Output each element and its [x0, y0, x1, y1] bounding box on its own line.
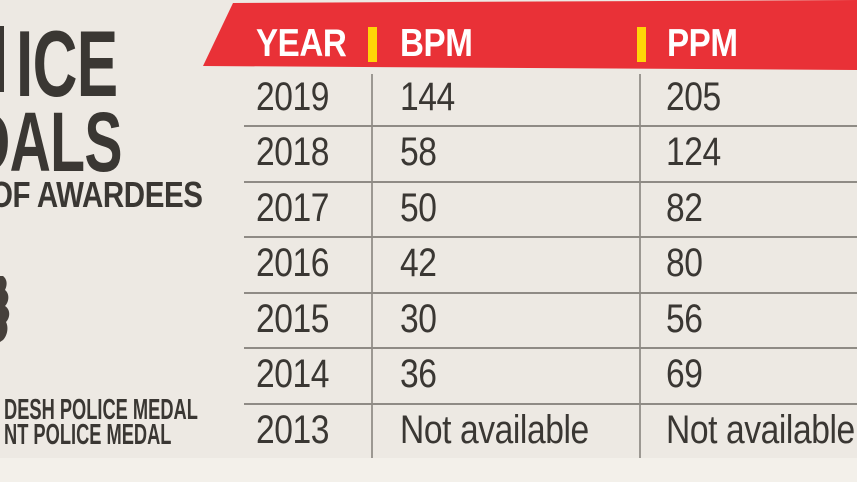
row-divider: [244, 403, 857, 405]
table-header-banner: YEAR BPM PPM: [203, 0, 857, 70]
table-row: 2016 42 80: [0, 236, 857, 291]
cell-bpm: 42: [400, 241, 437, 285]
cell-bpm: 144: [400, 75, 455, 119]
column-header-year: YEAR: [256, 22, 347, 65]
row-divider: [244, 125, 857, 127]
table-row: 2013 Not available Not available: [0, 403, 857, 458]
table-row: 2017 50 82: [0, 181, 857, 236]
row-divider: [244, 236, 857, 238]
column-divider: [371, 74, 373, 458]
table-row: 2018 58 124: [0, 125, 857, 180]
cell-year: 2017: [256, 186, 330, 230]
title-line-2: DALS: [0, 95, 122, 189]
cell-bpm: 36: [400, 352, 437, 396]
header-separator-bar: [637, 27, 646, 62]
cell-year: 2019: [256, 75, 330, 119]
column-header-ppm: PPM: [667, 22, 738, 65]
cell-ppm: Not available: [666, 408, 855, 452]
cell-year: 2014: [256, 352, 330, 396]
cell-year: 2013: [256, 408, 330, 452]
table-row: 2019 144 205: [0, 70, 857, 125]
column-divider: [639, 74, 641, 458]
table-row: 2014 36 69: [0, 347, 857, 402]
title-line-3: OF AWARDEES: [0, 174, 203, 215]
row-divider: [244, 347, 857, 349]
cell-bpm: 58: [400, 130, 437, 174]
table-row: 2015 30 56: [0, 292, 857, 347]
cell-ppm: 69: [666, 352, 703, 396]
cell-bpm: 30: [400, 297, 437, 341]
cell-ppm: 80: [666, 241, 703, 285]
row-divider: [244, 181, 857, 183]
medal-emblem-icon: [0, 276, 10, 342]
footnote-line-2: NT POLICE MEDAL: [4, 419, 172, 451]
header-separator-bar: [368, 27, 377, 62]
row-divider: [244, 292, 857, 294]
cell-ppm: 124: [666, 130, 721, 174]
footnote-line-1: DESH POLICE MEDAL: [4, 394, 198, 426]
cell-bpm: 50: [400, 186, 437, 230]
cell-bpm: Not available: [400, 408, 589, 452]
cell-ppm: 82: [666, 186, 703, 230]
cell-ppm: 56: [666, 297, 703, 341]
bottom-strip: [0, 458, 857, 482]
column-header-bpm: BPM: [400, 22, 473, 65]
cell-year: 2015: [256, 297, 330, 341]
cropped-letter-fragment: [0, 26, 4, 92]
title-line-1: ICE: [16, 11, 118, 116]
cell-year: 2018: [256, 130, 330, 174]
cell-ppm: 205: [666, 75, 721, 119]
cell-year: 2016: [256, 241, 330, 285]
